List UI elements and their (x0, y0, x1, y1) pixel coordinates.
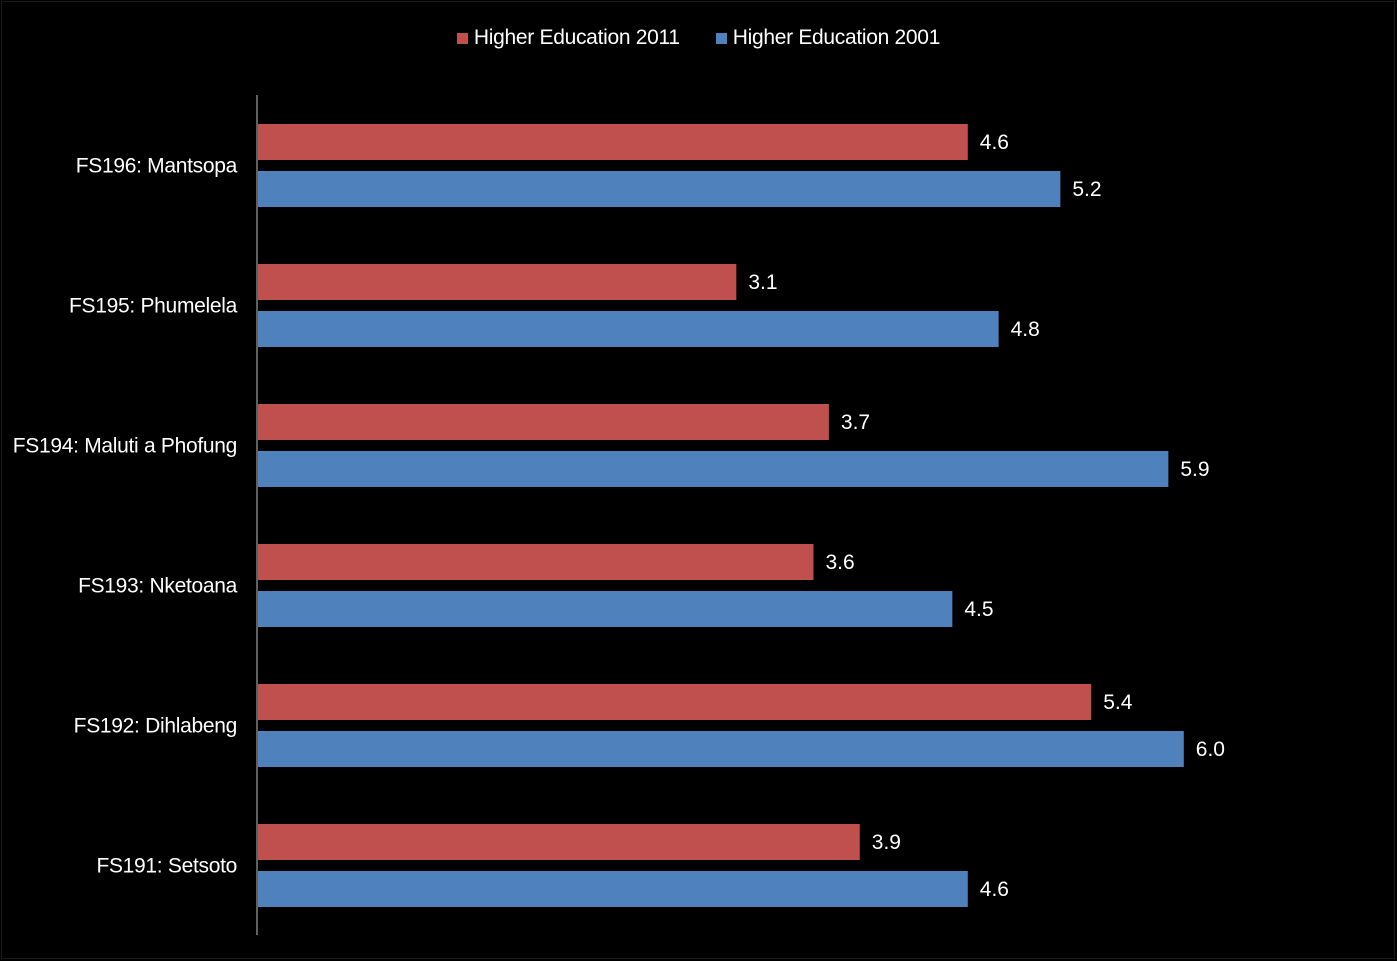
category-label-fs195-phumelela: FS195: Phumelela (69, 295, 238, 318)
data-label-2011-fs196-mantsopa: 4.6 (980, 131, 1009, 154)
bar-2001-fs191-setsoto (258, 871, 968, 907)
data-label-2001-fs193-nketoana: 4.5 (964, 598, 993, 621)
bar-2001-fs195-phumelela (258, 311, 999, 347)
legend-item-2001: Higher Education 2001 (715, 26, 941, 50)
data-label-2011-fs194-maluti-a-phofung: 3.7 (841, 411, 870, 434)
data-label-2011-fs195-phumelela: 3.1 (748, 271, 777, 294)
legend-swatch-2001 (715, 32, 727, 44)
data-label-2011-fs191-setsoto: 3.9 (872, 831, 901, 854)
data-label-2011-fs192-dihlabeng: 5.4 (1103, 691, 1133, 714)
category-label-fs194-maluti-a-phofung: FS194: Maluti a Phofung (13, 435, 237, 458)
bar-2011-fs194-maluti-a-phofung (258, 404, 829, 440)
data-label-2001-fs192-dihlabeng: 6.0 (1196, 738, 1225, 761)
bar-2011-fs192-dihlabeng (258, 684, 1092, 720)
legend-item-2011: Higher Education 2011 (456, 26, 680, 50)
data-label-2001-fs191-setsoto: 4.6 (980, 878, 1009, 901)
data-label-2001-fs196-mantsopa: 5.2 (1072, 178, 1101, 201)
bar-2001-fs196-mantsopa (258, 171, 1061, 207)
bar-2011-fs196-mantsopa (258, 124, 968, 160)
data-label-2011-fs193-nketoana: 3.6 (825, 551, 854, 574)
legend-label-2011: Higher Education 2011 (473, 26, 680, 49)
bar-2001-fs193-nketoana (258, 591, 953, 627)
legend-swatch-2011 (456, 32, 468, 44)
category-label-fs196-mantsopa: FS196: Mantsopa (76, 155, 238, 178)
bar-2011-fs195-phumelela (258, 264, 737, 300)
category-label-fs192-dihlabeng: FS192: Dihlabeng (74, 715, 237, 738)
bar-2011-fs193-nketoana (258, 544, 814, 580)
legend: Higher Education 2011 Higher Education 2… (0, 26, 1397, 50)
bar-2011-fs191-setsoto (258, 824, 860, 860)
data-label-2001-fs195-phumelela: 4.8 (1011, 318, 1040, 341)
data-label-2001-fs194-maluti-a-phofung: 5.9 (1180, 458, 1209, 481)
category-label-fs193-nketoana: FS193: Nketoana (78, 575, 238, 598)
bar-2001-fs192-dihlabeng (258, 731, 1184, 767)
legend-label-2001: Higher Education 2001 (732, 26, 941, 49)
bar-2001-fs194-maluti-a-phofung (258, 451, 1169, 487)
category-label-fs191-setsoto: FS191: Setsoto (96, 855, 237, 878)
